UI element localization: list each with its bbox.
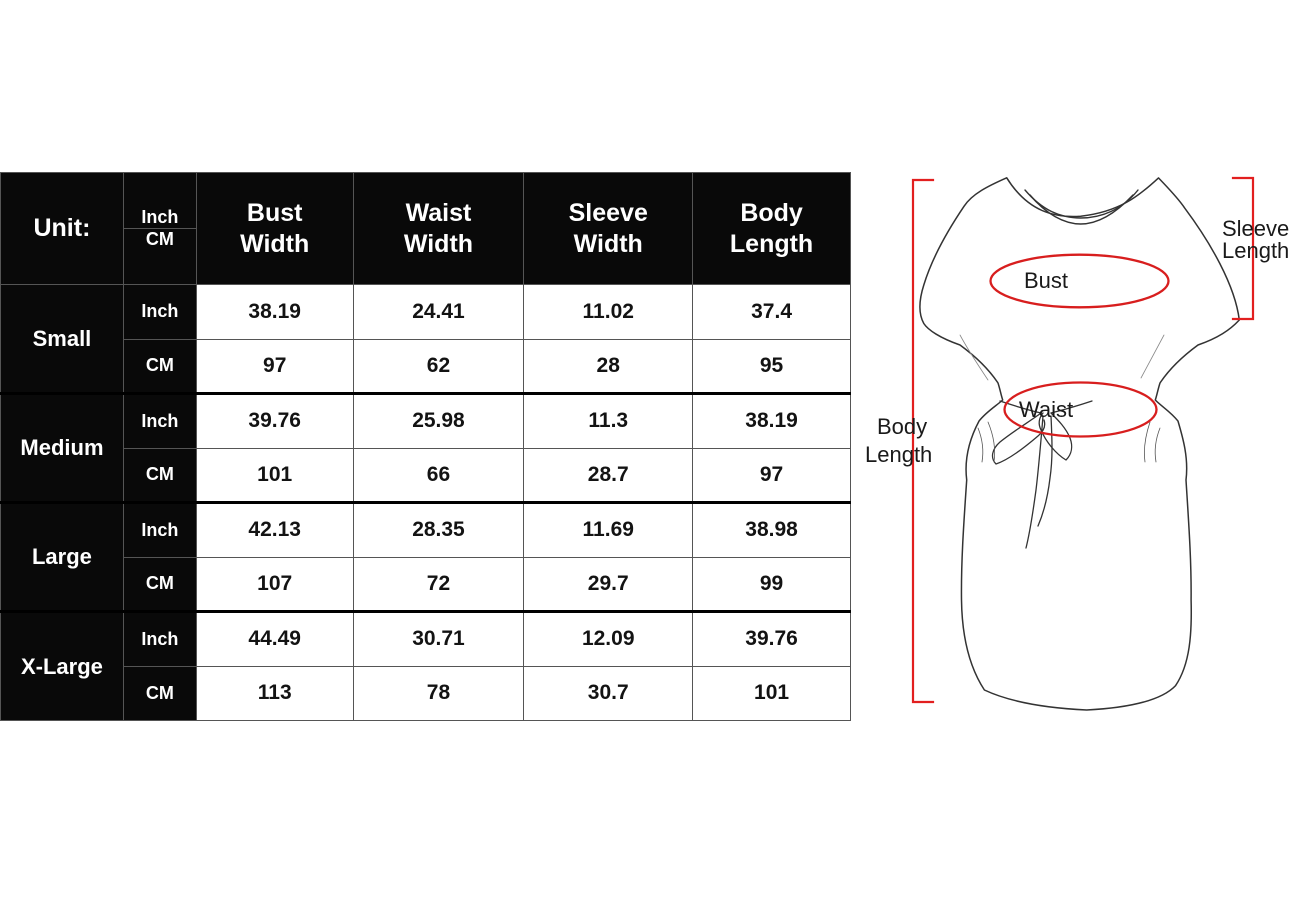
svg-text:Bust: Bust — [1024, 268, 1068, 293]
svg-text:Body: Body — [877, 414, 927, 439]
svg-text:Waist: Waist — [1019, 397, 1073, 422]
svg-text:Length: Length — [1222, 238, 1289, 263]
svg-text:Length: Length — [865, 442, 932, 467]
